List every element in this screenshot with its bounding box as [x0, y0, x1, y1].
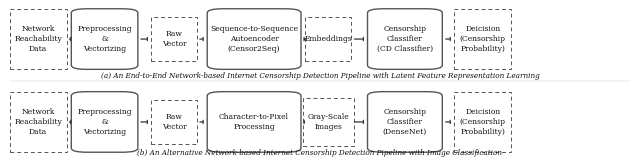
Text: (a) An End-to-End Network-based Internet Censorship Detection Pipeline with Late: (a) An End-to-End Network-based Internet…: [100, 72, 540, 80]
Text: Raw
Vector: Raw Vector: [162, 30, 187, 48]
Text: Preprocessing
&
Vectorizing: Preprocessing & Vectorizing: [77, 108, 132, 136]
Text: Character-to-Pixel
Processing: Character-to-Pixel Processing: [219, 113, 289, 131]
Text: Censorship
Classifier
(DenseNet): Censorship Classifier (DenseNet): [383, 108, 427, 136]
FancyBboxPatch shape: [207, 92, 301, 152]
FancyBboxPatch shape: [454, 92, 511, 152]
Text: Preprocessing
&
Vectorizing: Preprocessing & Vectorizing: [77, 25, 132, 53]
Text: Censorship
Classifier
(CD Classifier): Censorship Classifier (CD Classifier): [377, 25, 433, 53]
FancyBboxPatch shape: [152, 17, 197, 61]
Text: Network
Reachability
Data: Network Reachability Data: [14, 108, 62, 136]
Text: Raw
Vector: Raw Vector: [162, 113, 187, 131]
FancyBboxPatch shape: [71, 92, 138, 152]
FancyBboxPatch shape: [152, 100, 197, 144]
Text: Gray-Scale
Images: Gray-Scale Images: [307, 113, 349, 131]
Text: Deicision
(Censorship
Probability): Deicision (Censorship Probability): [460, 108, 506, 136]
Text: Sequence-to-Sequence
Autoencoder
(Censor2Seq): Sequence-to-Sequence Autoencoder (Censor…: [210, 25, 298, 53]
FancyBboxPatch shape: [10, 9, 67, 69]
Text: Embeddings: Embeddings: [305, 35, 352, 43]
FancyBboxPatch shape: [305, 17, 351, 61]
FancyBboxPatch shape: [454, 9, 511, 69]
FancyBboxPatch shape: [367, 9, 442, 69]
Text: Network
Reachability
Data: Network Reachability Data: [14, 25, 62, 53]
FancyBboxPatch shape: [71, 9, 138, 69]
FancyBboxPatch shape: [367, 92, 442, 152]
Text: Deicision
(Censorship
Probability): Deicision (Censorship Probability): [460, 25, 506, 53]
FancyBboxPatch shape: [303, 98, 353, 146]
FancyBboxPatch shape: [10, 92, 67, 152]
Text: (b) An Alternative Network-based Internet Censorship Detection Pipeline with Ima: (b) An Alternative Network-based Interne…: [138, 149, 502, 157]
FancyBboxPatch shape: [207, 9, 301, 69]
